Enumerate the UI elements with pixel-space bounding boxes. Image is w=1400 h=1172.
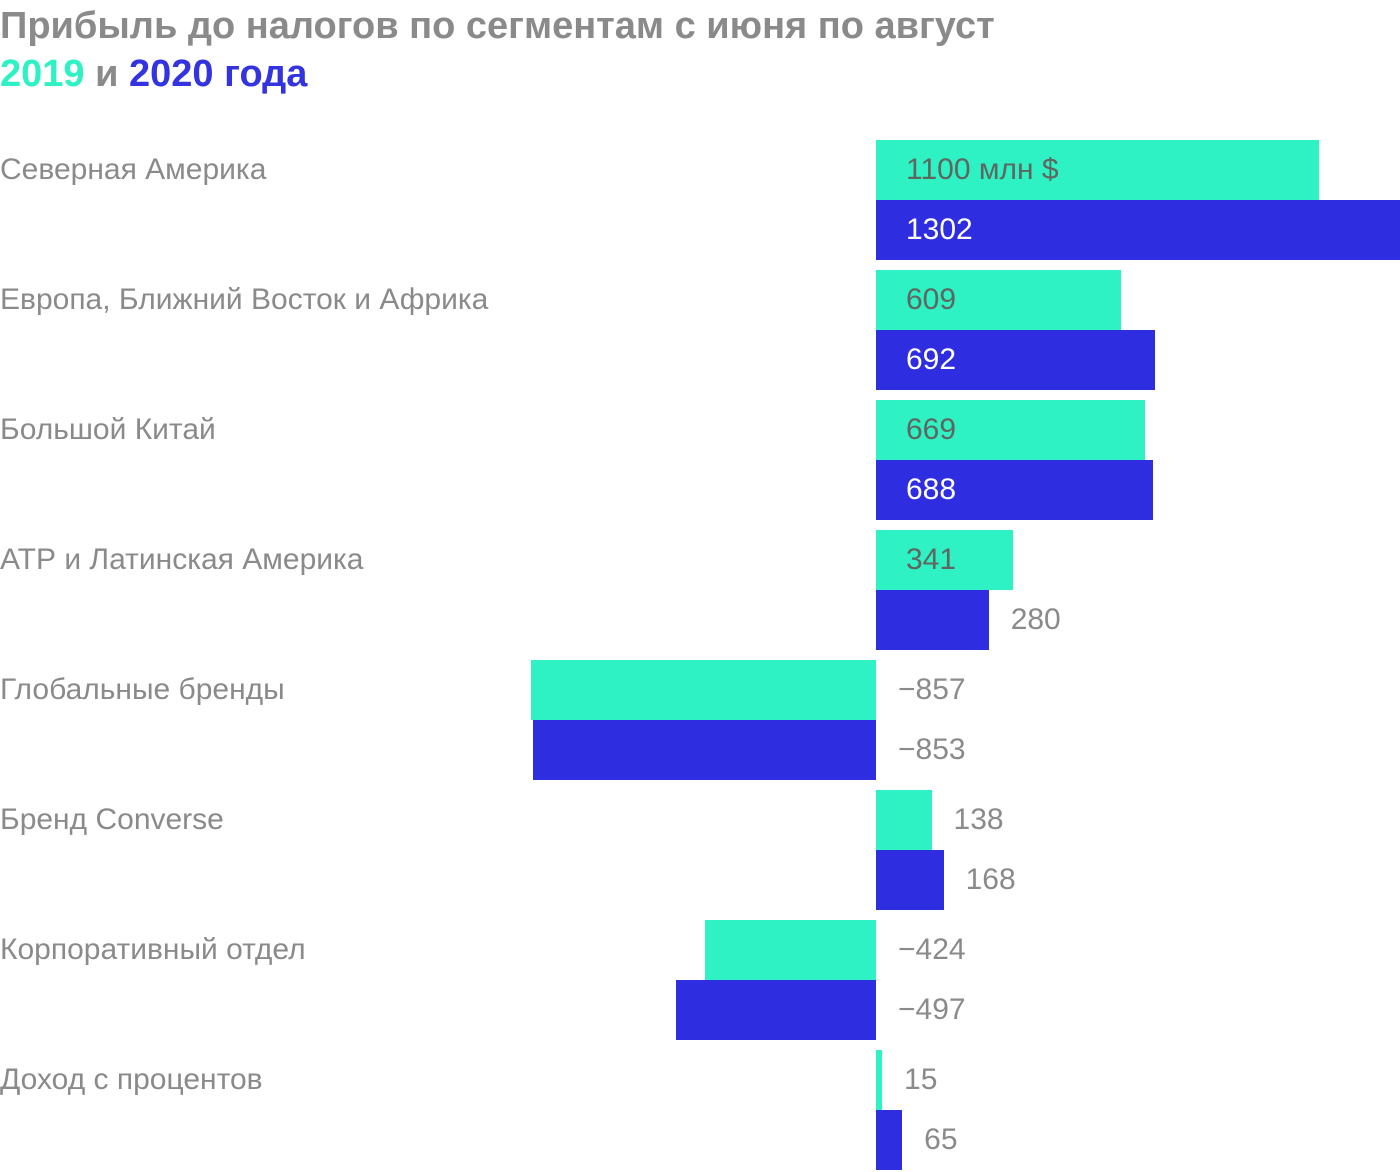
data-label-2019: −424 (898, 933, 966, 966)
category-label: Корпоративный отдел (0, 933, 306, 966)
bar-2019 (876, 790, 932, 850)
category-label: Северная Америка (0, 153, 267, 186)
bar-2019 (876, 270, 1122, 330)
data-label-2019: 1100 млн $ (906, 153, 1059, 186)
bar-2019 (876, 140, 1319, 200)
bar-2019 (876, 530, 1014, 590)
category-label: Доход с процентов (0, 1063, 263, 1096)
title-joiner: и (84, 53, 130, 95)
chart-title-line1: Прибыль до налогов по сегментам с июня п… (0, 5, 995, 47)
bar-2020 (876, 460, 1153, 520)
legend-year-2020: 2020 года (129, 53, 308, 95)
bar-2019 (876, 400, 1146, 460)
data-label-2019: −857 (898, 673, 966, 706)
category-label: АТР и Латинская Америка (0, 543, 364, 576)
category-label: Европа, Ближний Восток и Африка (0, 283, 489, 316)
data-label-2020: −853 (898, 733, 966, 766)
data-label-2019: 15 (904, 1063, 938, 1096)
data-label-2019: 341 (906, 543, 957, 576)
bar-2020 (876, 1110, 903, 1170)
data-label-2019: 669 (906, 413, 957, 446)
data-label-2019: 138 (953, 803, 1004, 836)
data-label-2020: 688 (906, 473, 957, 506)
bar-2020 (675, 980, 876, 1040)
data-label-2020: 1302 (906, 213, 973, 246)
chart-title: Прибыль до налогов по сегментам с июня п… (0, 2, 995, 98)
category-label: Бренд Converse (0, 803, 224, 836)
bar-2020 (876, 330, 1155, 390)
category-label: Глобальные бренды (0, 673, 285, 706)
bar-2020 (876, 590, 989, 650)
bar-2020 (876, 200, 1400, 260)
data-label-2020: 168 (965, 863, 1016, 896)
data-label-2020: 692 (906, 343, 957, 376)
bar-2019 (705, 920, 876, 980)
data-label-2020: −497 (898, 993, 966, 1026)
data-label-2019: 609 (906, 283, 957, 316)
data-label-2020: 65 (924, 1123, 958, 1156)
bar-2020 (532, 720, 876, 780)
data-label-2020: 280 (1010, 603, 1061, 636)
legend-year-2019: 2019 (0, 53, 85, 95)
bar-2019 (876, 1050, 883, 1110)
category-label: Большой Китай (0, 413, 216, 446)
bar-2019 (531, 660, 876, 720)
bar-2020 (876, 850, 944, 910)
